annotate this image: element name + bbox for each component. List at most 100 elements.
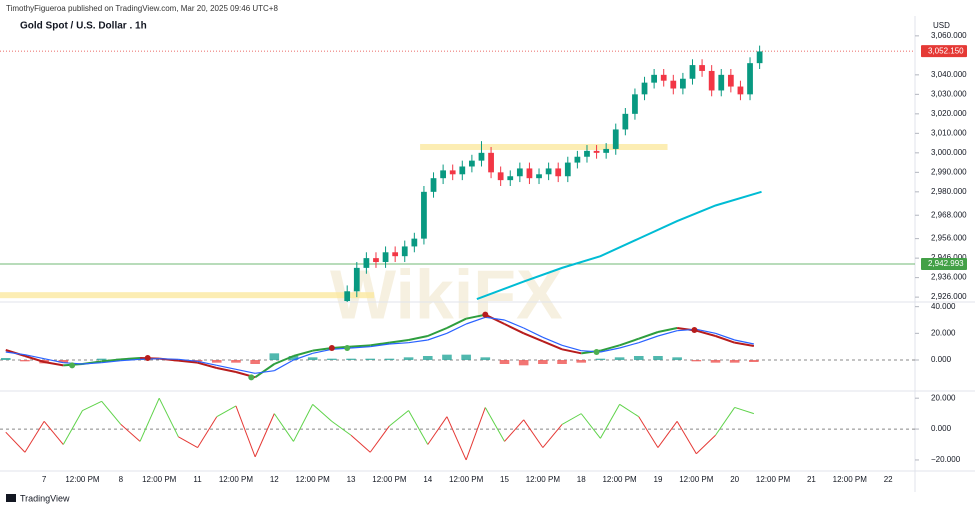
cross-marker [482, 311, 489, 318]
zone [0, 292, 375, 299]
histogram-bar [365, 358, 376, 360]
indicator-line [178, 358, 198, 362]
candle-body [660, 74, 667, 81]
cross-marker [593, 349, 600, 355]
oscillator-line [178, 436, 198, 449]
candle-body [670, 80, 677, 89]
oscillator-line [561, 413, 582, 425]
cross-marker [144, 355, 151, 361]
indicator-line [120, 358, 141, 362]
cross-marker [344, 345, 351, 351]
indicator-line [312, 348, 332, 354]
histogram-bar [595, 358, 606, 360]
y-tick-label: 3,020.000 [931, 109, 967, 118]
oscillator-line [293, 404, 314, 442]
candle-body [689, 65, 696, 79]
candle-body [536, 174, 542, 179]
indicator-line [561, 348, 582, 355]
y-tick-label: 40.000 [931, 302, 956, 311]
candle-body [469, 160, 475, 167]
indicator-line [465, 316, 486, 325]
oscillator-line [82, 400, 102, 411]
x-tick-label: 7 [42, 475, 47, 484]
indicator-line [523, 332, 544, 343]
indicator-line [197, 360, 217, 366]
candle-body [392, 252, 399, 257]
candle-body [526, 168, 533, 179]
indicator-line [370, 341, 390, 347]
currency: USD [933, 21, 950, 30]
y-tick-label: 3,040.000 [931, 70, 967, 79]
candle-body [699, 65, 705, 71]
oscillator-line [427, 416, 448, 445]
histogram-bar [518, 360, 529, 366]
oscillator-line [273, 413, 294, 442]
oscillator-line [350, 434, 371, 453]
indicator-line [24, 354, 45, 360]
histogram-bar [288, 356, 299, 360]
indicator-line [370, 343, 390, 348]
candle-body [459, 166, 466, 175]
oscillator-line [734, 406, 755, 415]
candle-body [353, 267, 360, 292]
candle-body [641, 82, 648, 95]
candle-body [516, 168, 523, 177]
oscillator-line [619, 403, 640, 418]
indicator-line [734, 341, 755, 347]
indicator-line [273, 355, 294, 365]
oscillator-line [638, 416, 659, 448]
oscillator-line [62, 410, 83, 445]
indicator-line [638, 335, 659, 344]
candle-body [603, 148, 610, 153]
histogram-bar [211, 360, 222, 363]
indicator-line [274, 359, 294, 372]
logo [6, 494, 16, 502]
indicator-line [5, 351, 26, 356]
indicator-line [178, 359, 198, 364]
y-tick-label: 20.000 [931, 393, 956, 402]
x-tick-label: 11 [193, 475, 202, 484]
histogram-bar [461, 354, 471, 360]
y-tick-label: 3,000.000 [931, 148, 967, 157]
candle-body [718, 74, 725, 91]
oscillator-line [139, 397, 160, 442]
x-tick-label: 18 [577, 475, 586, 484]
y-tick-label: 0.000 [931, 355, 952, 364]
oscillator-line [715, 407, 736, 436]
candle-body [440, 170, 446, 179]
candle-body [574, 156, 581, 163]
histogram-bar [710, 360, 721, 363]
candle-body [622, 113, 629, 130]
histogram-bar [0, 358, 11, 360]
oscillator-line [158, 397, 179, 438]
indicator-line [159, 358, 179, 360]
histogram-bar [691, 360, 702, 362]
oscillator-line [5, 431, 26, 453]
histogram-bar [250, 360, 260, 364]
histogram-bar [96, 358, 107, 360]
oscillator-line [331, 420, 352, 436]
oscillator-line [101, 400, 122, 425]
histogram-bar [327, 358, 337, 360]
footer: TradingView [20, 493, 70, 503]
indicator-line [696, 329, 716, 337]
histogram-bar [403, 357, 414, 360]
indicator-line [120, 357, 141, 361]
oscillator-line [676, 421, 697, 455]
panel [0, 311, 915, 381]
cross-marker [691, 327, 698, 333]
indicator-line [408, 339, 428, 344]
oscillator-line [523, 419, 544, 448]
histogram-bar [672, 357, 682, 360]
indicator-line [638, 331, 659, 340]
oscillator-line [446, 416, 467, 461]
indicator-line [523, 327, 544, 338]
candle-body [727, 74, 734, 87]
histogram-bar [346, 358, 356, 360]
x-tick-label: 12 [270, 475, 279, 484]
price-label: 2,942.993 [928, 259, 964, 268]
x-tick-label: 14 [423, 475, 432, 484]
x-tick-label: 22 [884, 475, 893, 484]
y-tick-label: 2,968.000 [931, 210, 967, 219]
y-tick-label: 0.000 [931, 424, 952, 433]
